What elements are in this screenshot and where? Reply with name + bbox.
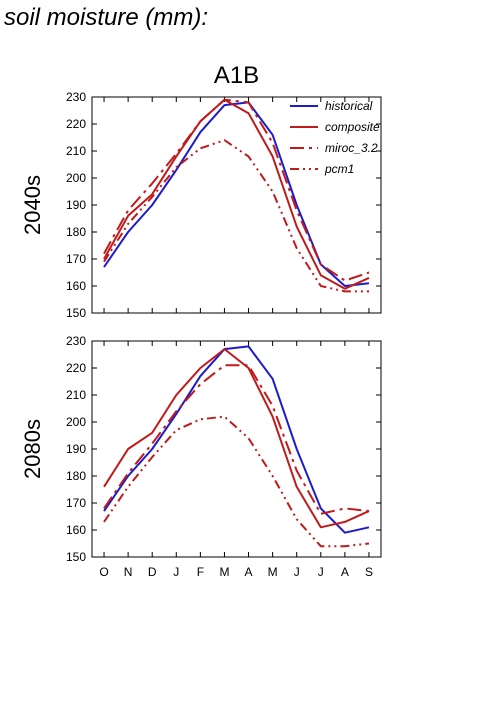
legend-label: pcm1 (324, 162, 354, 176)
x-tick-label: F (197, 565, 204, 579)
series-line-miroc-3-2 (103, 364, 370, 515)
x-tick-label: A (245, 565, 253, 579)
x-tick-label: S (365, 565, 373, 579)
x-tick-label: M (219, 565, 229, 579)
y-tick-label: 170 (66, 252, 86, 266)
y-tick-label: 150 (66, 306, 86, 320)
x-tick-label: D (148, 565, 157, 579)
y-tick-label: 230 (66, 334, 86, 348)
series-line-composite (103, 98, 370, 290)
legend-label: miroc_3.2 (325, 141, 378, 155)
x-tick-label: J (318, 565, 324, 579)
series-line-miroc-3-2 (103, 98, 370, 282)
x-tick-label: J (294, 565, 300, 579)
y-tick-label: 180 (66, 469, 86, 483)
y-tick-label: 190 (66, 442, 86, 456)
y-tick-label: 170 (66, 496, 86, 510)
y-tick-label: 180 (66, 225, 86, 239)
series-line-pcm1 (103, 139, 369, 293)
x-tick-label: O (99, 565, 108, 579)
y-tick-label: 190 (66, 198, 86, 212)
chart-title: A1B (214, 62, 259, 89)
legend-label: historical (325, 99, 373, 113)
y-tick-label: 220 (66, 361, 86, 375)
y-tick-label: 230 (66, 90, 86, 104)
y-tick-label: 160 (66, 523, 86, 537)
y-tick-label: 210 (66, 144, 86, 158)
series-line-composite (103, 348, 370, 529)
legend-label: composite (325, 120, 380, 134)
page-title: soil moisture (mm): (4, 4, 209, 31)
y-tick-label: 220 (66, 117, 86, 131)
y-tick-label: 150 (66, 550, 86, 564)
series-line-historical (103, 101, 370, 287)
x-tick-label: J (173, 565, 179, 579)
x-tick-label: N (124, 565, 133, 579)
y-tick-label: 200 (66, 415, 86, 429)
y-tick-label: 200 (66, 171, 86, 185)
y-axis-label: 2080s (20, 419, 45, 479)
x-tick-label: M (268, 565, 278, 579)
x-tick-label: A (341, 565, 349, 579)
y-axis-label: 2040s (20, 175, 45, 235)
y-tick-label: 210 (66, 388, 86, 402)
y-tick-label: 160 (66, 279, 86, 293)
series-line-pcm1 (103, 415, 370, 548)
